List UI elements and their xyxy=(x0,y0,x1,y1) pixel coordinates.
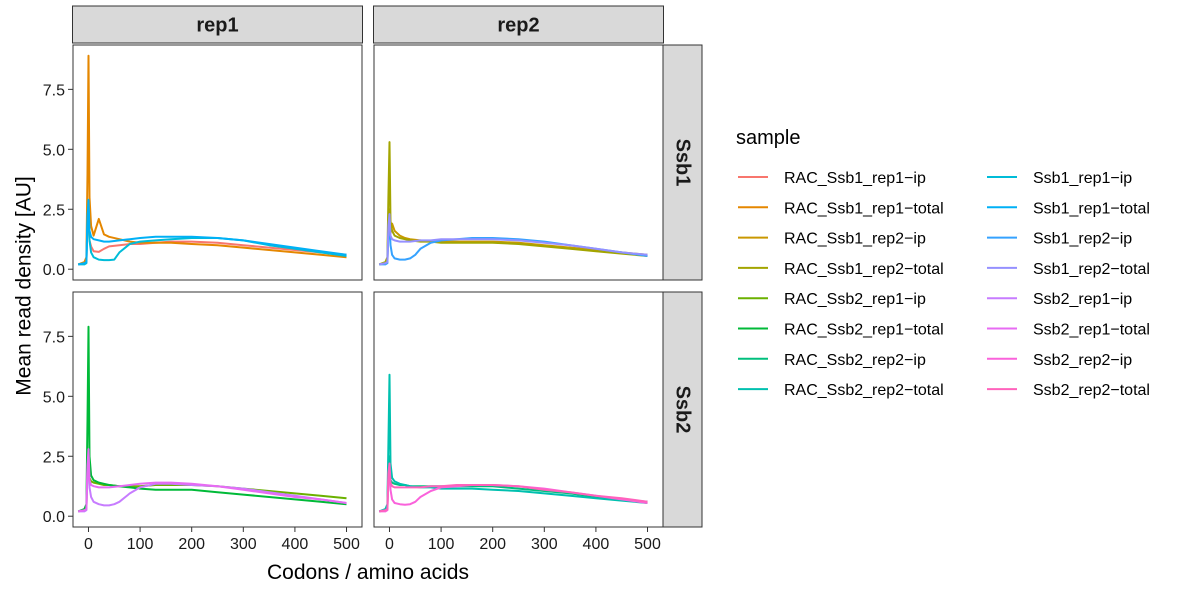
facet-strip-rep1 xyxy=(72,5,363,44)
panel-lines xyxy=(77,325,347,513)
legend-label: Ssb2_rep1−ip xyxy=(1033,291,1132,308)
y-tick-label: 7.5 xyxy=(43,329,65,346)
y-tick-label: 0.0 xyxy=(43,262,65,279)
legend-label: Ssb2_rep2−total xyxy=(1033,382,1150,399)
y-tick-label: 2.5 xyxy=(43,202,65,219)
x-axis-title: Codons / amino acids xyxy=(267,561,469,584)
x-tick-label: 0 xyxy=(84,536,93,553)
x-tick-label: 200 xyxy=(178,536,205,553)
panel-border xyxy=(72,44,363,281)
panel-rep1-Ssb2 xyxy=(72,291,363,528)
legend-label: RAC_Ssb1_rep1−total xyxy=(784,200,944,217)
legend-label: RAC_Ssb1_rep2−total xyxy=(784,261,944,278)
panel-lines xyxy=(378,373,648,513)
legend-title: sample xyxy=(736,127,800,149)
x-tick-label: 500 xyxy=(333,536,360,553)
legend-label: RAC_Ssb2_rep1−total xyxy=(784,322,944,339)
facet-row-label: Ssb2 xyxy=(672,386,694,434)
x-tick-label: 300 xyxy=(230,536,257,553)
series-line xyxy=(78,448,347,513)
y-tick-label: 5.0 xyxy=(43,142,65,159)
facet-column-label: rep1 xyxy=(196,15,238,37)
facet-strip-Ssb1 xyxy=(662,44,703,281)
legend-label: Ssb2_rep2−ip xyxy=(1033,352,1132,369)
x-tick-label: 0 xyxy=(385,536,394,553)
panel-border xyxy=(373,44,664,281)
x-tick-label: 100 xyxy=(127,536,154,553)
legend-label: Ssb1_rep2−total xyxy=(1033,261,1150,278)
panel-lines xyxy=(77,54,347,266)
y-tick-label: 5.0 xyxy=(43,389,65,406)
panel-rep2-Ssb1 xyxy=(373,44,664,281)
legend-label: Ssb1_rep1−ip xyxy=(1033,170,1132,187)
y-tick-label: 0.0 xyxy=(43,509,65,526)
facet-strip-Ssb2 xyxy=(662,291,703,528)
y-tick-label: 2.5 xyxy=(43,449,65,466)
series-line xyxy=(379,455,648,513)
legend-label: Ssb2_rep1−total xyxy=(1033,322,1150,339)
x-tick-label: 400 xyxy=(282,536,309,553)
y-axis-title: Mean read density [AU] xyxy=(13,176,36,395)
legend-label: RAC_Ssb2_rep1−ip xyxy=(784,291,926,308)
facet-row-label: Ssb1 xyxy=(672,139,694,187)
facet-column-label: rep2 xyxy=(497,15,539,37)
series-line xyxy=(378,141,648,266)
panel-rep2-Ssb2 xyxy=(373,291,664,528)
legend-label: RAC_Ssb1_rep1−ip xyxy=(784,170,926,187)
series-line xyxy=(78,198,347,266)
panel-lines xyxy=(378,141,648,266)
x-tick-label: 100 xyxy=(428,536,455,553)
x-tick-label: 400 xyxy=(583,536,610,553)
y-tick-label: 7.5 xyxy=(43,82,65,99)
facet-strip-rep2 xyxy=(373,5,664,44)
legend-label: RAC_Ssb2_rep2−ip xyxy=(784,352,926,369)
x-tick-label: 200 xyxy=(479,536,506,553)
series-line xyxy=(379,213,648,266)
panel-background xyxy=(73,292,362,527)
x-tick-label: 500 xyxy=(634,536,661,553)
series-line xyxy=(379,462,648,513)
legend-label: RAC_Ssb2_rep2−total xyxy=(784,382,944,399)
legend-label: RAC_Ssb1_rep2−ip xyxy=(784,231,926,248)
panel-border xyxy=(72,291,363,528)
series-line xyxy=(77,54,347,266)
panel-border xyxy=(373,291,664,528)
panel-rep1-Ssb1 xyxy=(72,44,363,281)
legend-label: Ssb1_rep1−total xyxy=(1033,200,1150,217)
legend-label: Ssb1_rep2−ip xyxy=(1033,231,1132,248)
x-tick-label: 300 xyxy=(531,536,558,553)
